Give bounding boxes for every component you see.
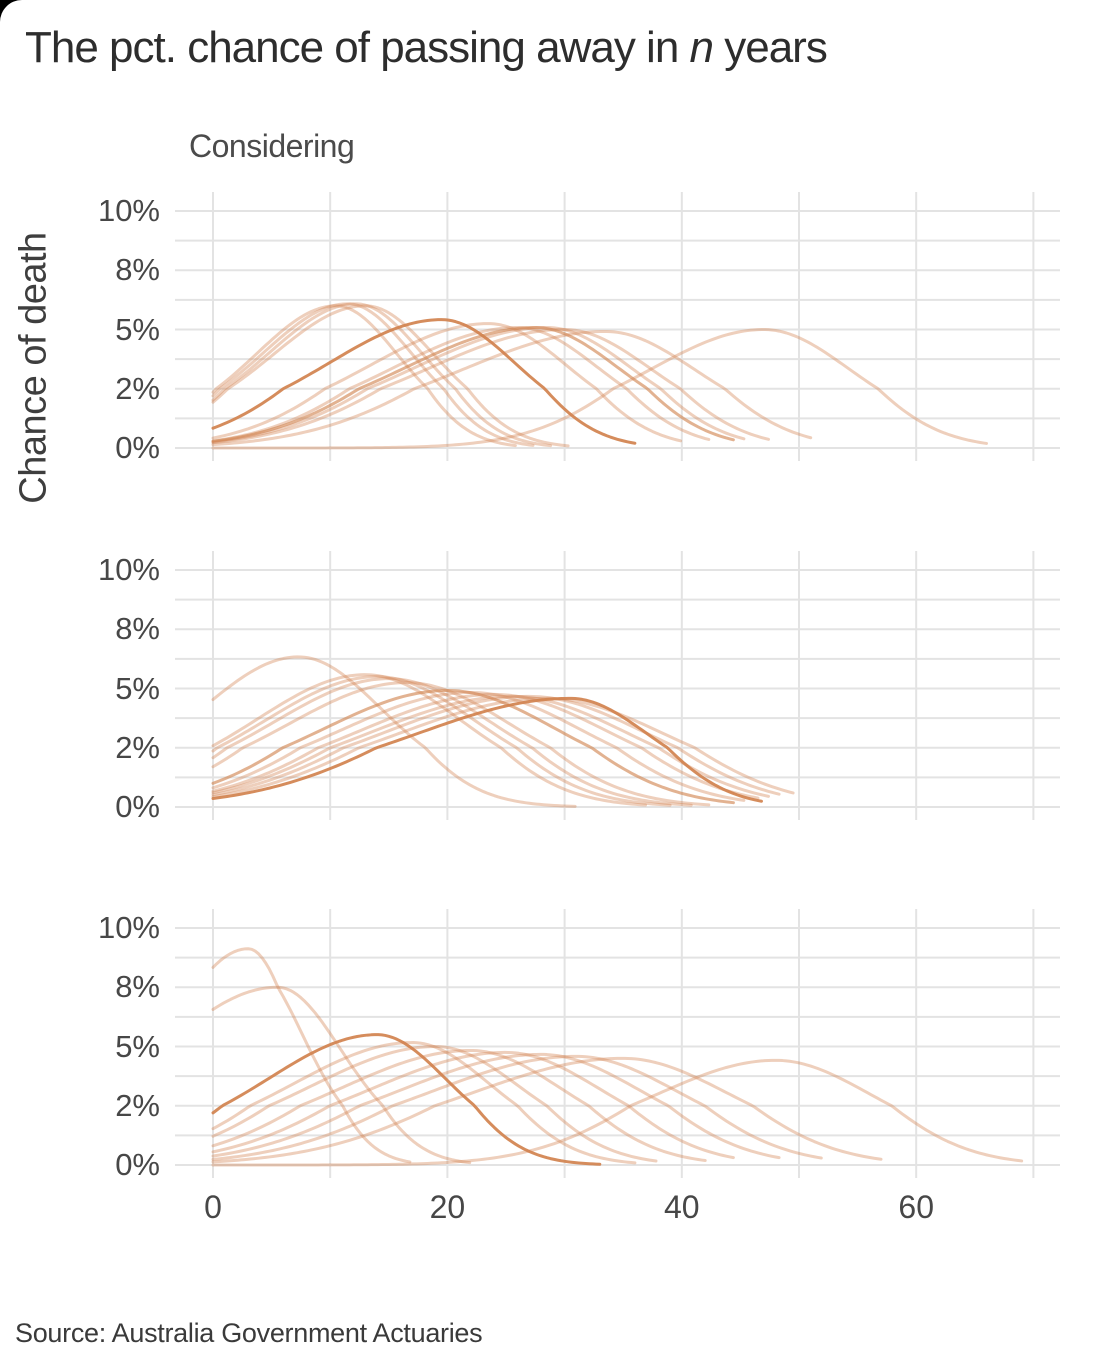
death-probability-curve [211, 326, 711, 443]
y-tick-label: 10% [97, 910, 160, 945]
death-probability-curve [211, 694, 781, 797]
death-probability-curve [211, 1033, 602, 1166]
title-suffix: years [713, 23, 828, 72]
x-tick-label: 40 [664, 1189, 700, 1225]
death-probability-curve [211, 302, 552, 448]
death-probability-curve [211, 655, 577, 808]
death-probability-curve [211, 1056, 883, 1164]
y-tick-label: 8% [115, 252, 160, 288]
death-probability-curve [211, 302, 535, 447]
x-tick-label: 0 [204, 1189, 222, 1225]
death-probability-curve [211, 329, 813, 447]
y-tick-label: 5% [115, 311, 160, 347]
death-probability-curve [211, 694, 770, 798]
death-probability-curve [211, 326, 735, 443]
death-probability-curve [211, 1058, 1024, 1167]
death-probability-curve [211, 677, 693, 807]
y-tick-label: 10% [97, 193, 160, 228]
death-probability-curve [211, 692, 760, 800]
source-note: Source: Australia Government Actuaries [15, 1318, 483, 1348]
death-probability-curve [211, 328, 988, 450]
death-probability-curve [211, 1048, 707, 1163]
death-probability-curve [211, 304, 570, 448]
death-probability-curve [211, 318, 637, 445]
title-n-variable: n [689, 23, 715, 72]
death-probability-curve [211, 328, 770, 445]
death-probability-curve [211, 1052, 781, 1160]
y-tick-label: 2% [115, 729, 160, 765]
death-probability-curve [211, 1045, 658, 1163]
panel-2-plot [175, 551, 1060, 820]
y-tick-label: 10% [97, 552, 160, 587]
y-tick-label: 0% [115, 789, 160, 824]
death-probability-curve [211, 326, 746, 444]
death-probability-curve [211, 675, 672, 807]
death-probability-curve [211, 690, 746, 802]
death-probability-curve [211, 688, 735, 805]
title-prefix: The pct. chance of passing away in [25, 23, 690, 72]
y-tick-label: 8% [115, 969, 160, 1005]
panel-3-plot [175, 909, 1060, 1178]
death-probability-curve [211, 696, 763, 803]
subtitle-considering: Considering [189, 128, 355, 164]
death-probability-curve [211, 1041, 637, 1165]
death-probability-curve [211, 985, 472, 1165]
y-tick-label: 0% [115, 430, 160, 465]
x-tick-label: 20 [429, 1189, 466, 1225]
death-probability-curve [211, 696, 795, 799]
death-probability-curve [211, 304, 517, 448]
death-probability-curve [211, 1054, 823, 1161]
y-tick-label: 2% [115, 370, 160, 406]
death-probability-curve [211, 681, 711, 807]
death-probability-curve [211, 673, 647, 807]
y-tick-label: 8% [115, 611, 160, 647]
y-tick-label: 0% [115, 1147, 160, 1182]
y-tick-label: 5% [115, 1028, 160, 1064]
page-title: The pct. chance of passing away in n yea… [25, 22, 828, 75]
death-probability-curve [211, 322, 683, 443]
x-tick-label: 60 [898, 1189, 934, 1225]
y-tick-label: 2% [115, 1087, 160, 1123]
y-tick-label: 5% [115, 670, 160, 706]
panel-1-plot [175, 192, 1060, 461]
death-probability-curve [211, 1050, 735, 1160]
